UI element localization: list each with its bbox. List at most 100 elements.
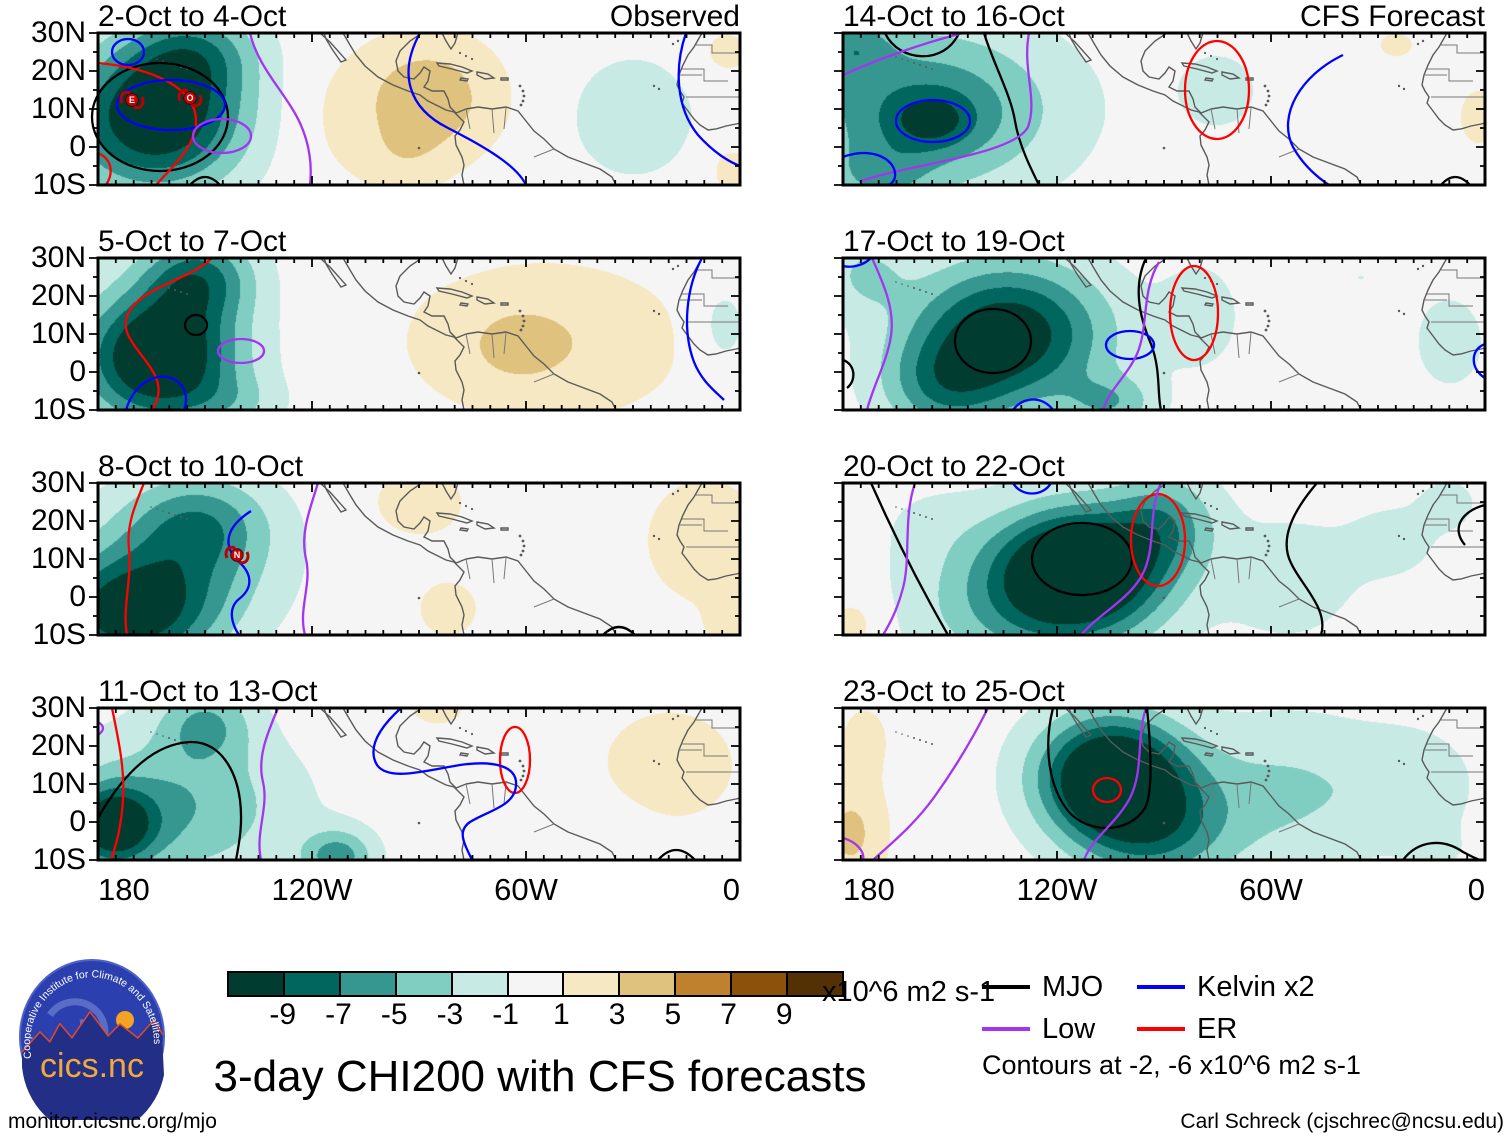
map-panel-3: N <box>89 481 742 637</box>
map-field-canvas <box>98 483 740 635</box>
panel-head-7: 20-Oct to 22-Oct <box>843 451 1485 482</box>
map-panel-8 <box>834 706 1487 862</box>
low-line-swatch <box>982 1027 1030 1031</box>
legend-item-er: ER <box>1137 1014 1237 1044</box>
y-tick-label: 10S <box>32 393 86 426</box>
panel-head-4: 11-Oct to 13-Oct <box>98 676 740 707</box>
y-tick-label: 10S <box>32 843 86 876</box>
storm-symbol: O <box>177 88 203 108</box>
colorbar-cell <box>788 973 842 995</box>
map-overlay <box>834 706 1487 862</box>
y-tick-label: 20N <box>30 729 86 762</box>
map-panel-2 <box>89 256 742 412</box>
cicsnc-logo: Cooperative Institute for Climate and Sa… <box>12 955 172 1136</box>
panel-head-3: 8-Oct to 10-Oct <box>98 451 740 482</box>
colorbar-cell <box>564 973 621 995</box>
map-field-canvas <box>98 258 740 410</box>
map-field-canvas <box>843 258 1485 410</box>
y-tick-label: 30N <box>30 241 86 274</box>
x-tick-label: 0 <box>722 872 740 907</box>
map-overlay <box>89 256 742 412</box>
x-tick-label: 120W <box>1016 872 1098 907</box>
y-tick-label: 0 <box>69 355 86 388</box>
colorbar-cell <box>396 973 453 995</box>
map-panel-1: E O <box>89 31 742 187</box>
cicsnc-logo-graphic: Cooperative Institute for Climate and Sa… <box>19 959 165 1136</box>
y-tick-label: 30N <box>30 466 86 499</box>
legend-item-mjo: MJO <box>982 972 1103 1002</box>
map-overlay <box>834 256 1487 412</box>
y-tick-label: 10N <box>30 542 86 575</box>
panel-title: 11-Oct to 13-Oct <box>98 675 318 708</box>
panel-title: 20-Oct to 22-Oct <box>843 450 1065 483</box>
panel-head-6: 17-Oct to 19-Oct <box>843 226 1485 257</box>
colorbar-tick-label: -7 <box>325 998 352 1031</box>
panel-title: 8-Oct to 10-Oct <box>98 450 304 483</box>
x-tick-label: 120W <box>271 872 353 907</box>
x-axis-labels-left: 180 120W 60W 0 <box>98 872 740 907</box>
colorbar-tick-label: 5 <box>664 998 682 1031</box>
colorbar-cell <box>340 973 397 995</box>
colorbar-cell <box>229 973 285 995</box>
map-field-canvas <box>98 708 740 860</box>
figure-title: 3-day CHI200 with CFS forecasts <box>213 1052 867 1101</box>
x-tick-label: 180 <box>843 872 895 907</box>
map-panel-6 <box>834 256 1487 412</box>
colorbar-labels: -9 -7 -5 -3 -1 1 3 5 7 9 <box>227 998 840 1031</box>
colorbar-tick-label: 9 <box>775 998 793 1031</box>
colorbar-cell <box>508 973 565 995</box>
y-tick-label: 30N <box>30 16 86 49</box>
map-overlay <box>834 31 1487 187</box>
svg-text:O: O <box>186 93 193 103</box>
colorbar-cell <box>732 973 789 995</box>
panel-title: 2-Oct to 4-Oct <box>98 0 287 33</box>
footer-url: monitor.cicsnc.org/mjo <box>8 1110 217 1133</box>
colorbar-tick-label: 1 <box>553 998 570 1031</box>
map-field-canvas <box>843 483 1485 635</box>
map-panel-7 <box>834 481 1487 637</box>
storm-symbol: E <box>119 90 145 110</box>
kelvin-line-swatch <box>1137 985 1185 989</box>
er-line-swatch <box>1137 1027 1185 1031</box>
x-tick-label: 0 <box>1467 872 1485 907</box>
y-tick-label: 20N <box>30 504 86 537</box>
y-tick-label: 30N <box>30 691 86 724</box>
cfs-forecast-label: CFS Forecast <box>1299 0 1485 33</box>
map-panel-5 <box>834 31 1487 187</box>
y-tick-label: 20N <box>30 54 86 87</box>
svg-text:N: N <box>234 550 241 560</box>
svg-text:E: E <box>129 95 135 105</box>
y-tick-label: 0 <box>69 805 86 838</box>
map-panel-4 <box>89 706 742 862</box>
colorbar-tick-label: 3 <box>608 998 626 1031</box>
storm-symbol: N <box>224 545 250 565</box>
map-overlay: N <box>89 481 742 637</box>
y-tick-label: 10N <box>30 92 86 125</box>
y-tick-label: 10N <box>30 767 86 800</box>
y-tick-label: 0 <box>69 580 86 613</box>
x-tick-label: 180 <box>98 872 150 907</box>
colorbar-tick-label: 7 <box>720 998 737 1031</box>
units-label: x10^6 m2 s-1 <box>822 976 996 1008</box>
map-overlay: E O <box>89 31 742 187</box>
observed-label: Observed <box>609 0 740 33</box>
panel-head-1: 2-Oct to 4-Oct Observed <box>98 1 740 32</box>
y-tick-label: 10S <box>32 618 86 651</box>
panel-head-2: 5-Oct to 7-Oct <box>98 226 740 257</box>
colorbar <box>227 971 844 997</box>
legend-item-low: Low <box>982 1014 1095 1044</box>
y-tick-label: 20N <box>30 279 86 312</box>
legend-item-kelvin: Kelvin x2 <box>1137 972 1315 1002</box>
map-overlay <box>89 706 742 862</box>
colorbar-cell <box>452 973 509 995</box>
logo-short-text: cics.nc <box>40 1047 144 1085</box>
map-overlay <box>834 481 1487 637</box>
panel-title: 5-Oct to 7-Oct <box>98 225 287 258</box>
y-axis-labels: 30N 20N 10N 0 10S 30N 20N 10N 0 10S 30N 20N 10N 0 10S 3… <box>0 0 90 900</box>
colorbar-cell <box>284 973 341 995</box>
contour-note: Contours at -2, -6 x10^6 m2 s-1 <box>982 1050 1361 1080</box>
panel-title: 23-Oct to 25-Oct <box>843 675 1065 708</box>
y-tick-label: 0 <box>69 130 86 163</box>
y-tick-label: 10N <box>30 317 86 350</box>
